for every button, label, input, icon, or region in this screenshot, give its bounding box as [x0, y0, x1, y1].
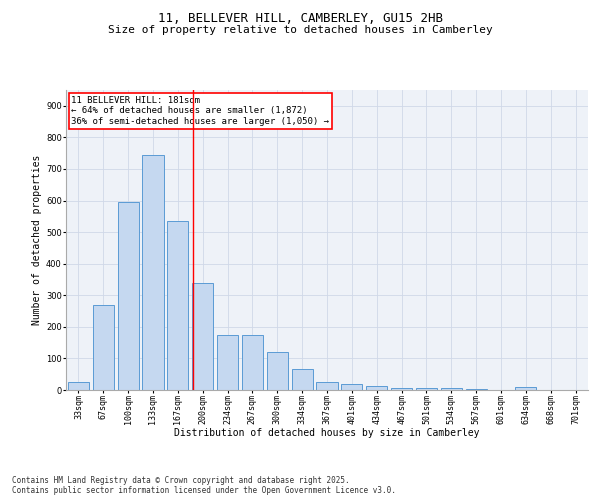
Bar [292, 370, 313, 390]
Text: Contains HM Land Registry data © Crown copyright and database right 2025.
Contai: Contains HM Land Registry data © Crown c… [12, 476, 396, 495]
Text: 11, BELLEVER HILL, CAMBERLEY, GU15 2HB: 11, BELLEVER HILL, CAMBERLEY, GU15 2HB [157, 12, 443, 26]
Bar [118, 202, 139, 390]
Bar [93, 304, 114, 390]
Bar [68, 382, 89, 390]
Bar [515, 388, 536, 390]
Bar [391, 388, 412, 390]
Bar [192, 282, 213, 390]
Bar [341, 384, 362, 390]
Bar [142, 154, 164, 390]
Bar [267, 352, 288, 390]
Bar [167, 221, 188, 390]
Text: Size of property relative to detached houses in Camberley: Size of property relative to detached ho… [107, 25, 493, 35]
Bar [441, 388, 462, 390]
Y-axis label: Number of detached properties: Number of detached properties [32, 155, 42, 325]
Bar [217, 334, 238, 390]
Bar [316, 382, 338, 390]
Bar [366, 386, 387, 390]
Text: 11 BELLEVER HILL: 181sqm
← 64% of detached houses are smaller (1,872)
36% of sem: 11 BELLEVER HILL: 181sqm ← 64% of detach… [71, 96, 329, 126]
Bar [242, 334, 263, 390]
Bar [416, 388, 437, 390]
X-axis label: Distribution of detached houses by size in Camberley: Distribution of detached houses by size … [174, 428, 480, 438]
